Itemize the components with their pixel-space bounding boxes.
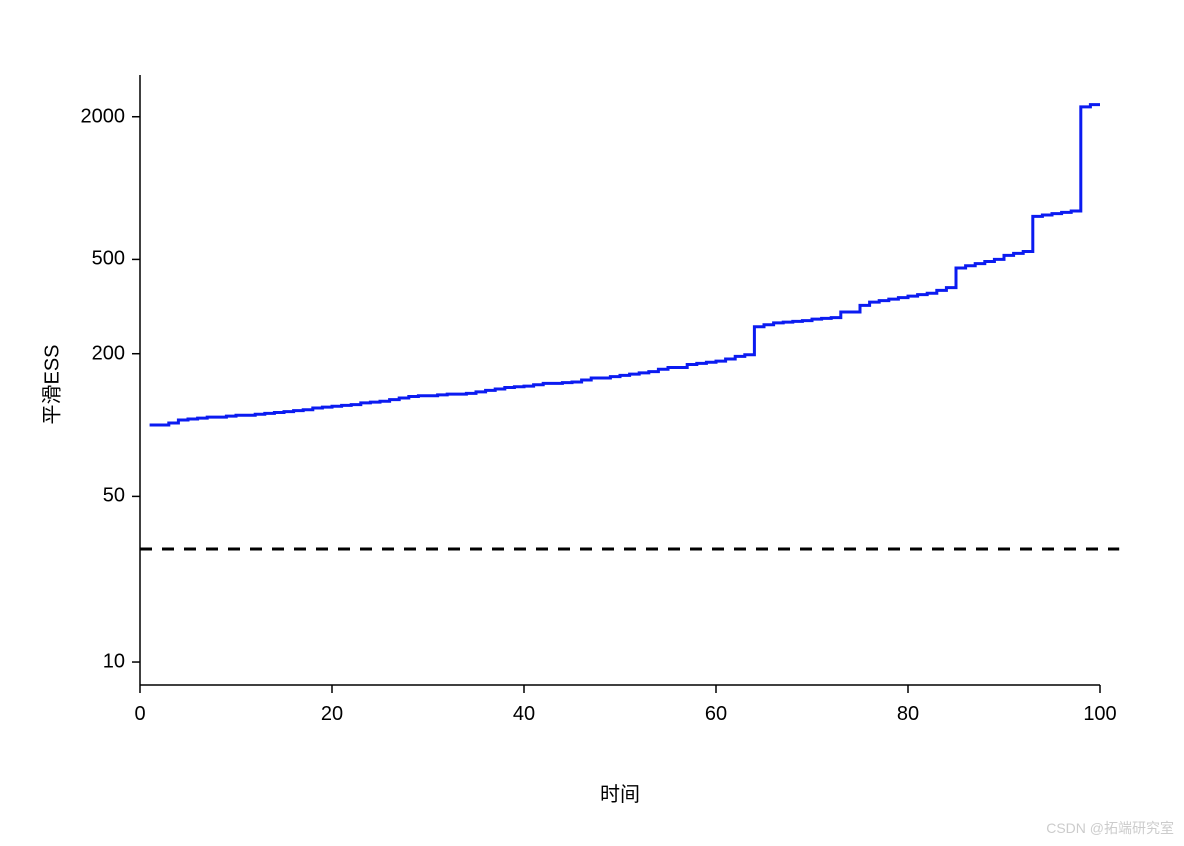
x-axis-label: 时间 — [560, 778, 680, 807]
x-tick-label: 0 — [134, 703, 145, 726]
x-tick-label: 60 — [705, 703, 727, 726]
y-tick-label: 10 — [70, 651, 125, 674]
y-tick-label: 200 — [70, 342, 125, 365]
x-tick-label: 40 — [513, 703, 535, 726]
watermark: CSDN @拓端研究室 — [1046, 818, 1174, 838]
x-tick-label: 100 — [1083, 703, 1116, 726]
y-axis-label: 平滑ESS — [36, 325, 65, 445]
chart-plot — [0, 0, 1184, 846]
y-tick-label: 500 — [70, 248, 125, 271]
x-tick-label: 20 — [321, 703, 343, 726]
y-tick-label: 2000 — [70, 105, 125, 128]
x-tick-label: 80 — [897, 703, 919, 726]
chart-container: 时间 平滑ESS 0 20 40 60 80 100 10 50 200 500 2000 CSDN… — [0, 0, 1184, 846]
y-tick-label: 50 — [70, 485, 125, 508]
ess-line — [150, 105, 1100, 425]
